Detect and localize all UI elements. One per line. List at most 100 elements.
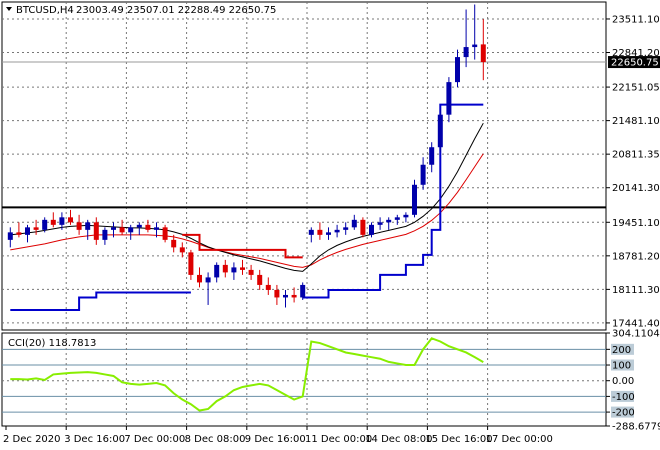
price-tick-label: 20811.35 bbox=[612, 150, 660, 161]
dropdown-triangle-icon[interactable] bbox=[6, 7, 12, 11]
cci-level-box bbox=[611, 359, 634, 371]
indicator-panel[interactable] bbox=[1, 332, 607, 427]
price-panel[interactable] bbox=[1, 1, 607, 331]
candle-body bbox=[377, 222, 383, 225]
cci-level-box bbox=[611, 406, 634, 418]
candle-body bbox=[240, 267, 245, 270]
candle-body bbox=[326, 232, 331, 235]
ohlc-values: 23003.49 23507.01 22288.49 22650.75 bbox=[76, 5, 276, 16]
candle-body bbox=[197, 274, 202, 283]
candle-body bbox=[317, 229, 323, 235]
cci-tick-label: 304.1104 bbox=[612, 329, 660, 340]
cci-axis: 304.1104 200 100 0.00 -100 -200 -288.6779 bbox=[606, 329, 660, 433]
candle-body bbox=[334, 229, 340, 233]
candle-body bbox=[205, 277, 211, 283]
candle-body bbox=[119, 227, 125, 233]
price-tick-label: 20141.30 bbox=[612, 183, 660, 194]
time-tick-label: 8 Dec 08:00 bbox=[185, 434, 246, 445]
candle-body bbox=[369, 224, 374, 235]
time-tick-label: 17 Dec 00:00 bbox=[486, 434, 553, 445]
cci-tick-label: 200 bbox=[612, 345, 631, 356]
candle-body bbox=[429, 147, 435, 165]
candles bbox=[7, 4, 486, 308]
candle-body bbox=[154, 227, 159, 230]
candle-body bbox=[102, 229, 108, 240]
cci-line-group bbox=[10, 337, 484, 412]
resistance-level-line bbox=[182, 233, 303, 259]
cci-tick-label: -100 bbox=[612, 392, 635, 403]
candle-body bbox=[50, 219, 56, 225]
candle-body bbox=[257, 274, 263, 285]
candle-body bbox=[16, 232, 22, 235]
support-level-line bbox=[10, 291, 191, 311]
candle-body bbox=[463, 47, 469, 58]
candle-body bbox=[111, 227, 116, 230]
candle-body bbox=[222, 264, 228, 273]
candle-body bbox=[420, 164, 426, 185]
candle-body bbox=[59, 217, 65, 225]
candle-body bbox=[437, 114, 443, 148]
time-tick-label: 3 Dec 16:00 bbox=[64, 434, 125, 445]
time-axis: 2 Dec 2020 3 Dec 16:00 7 Dec 00:00 8 Dec 08… bbox=[3, 426, 553, 445]
time-tick-label: 15 Dec 16:00 bbox=[425, 434, 492, 445]
cci-line bbox=[10, 337, 484, 412]
price-tick-label: 22841.20 bbox=[612, 48, 660, 59]
candle-body bbox=[403, 214, 409, 218]
candle-body bbox=[231, 267, 237, 273]
price-tick-label: 18111.30 bbox=[612, 285, 660, 296]
candle-body bbox=[42, 219, 48, 230]
candle-body bbox=[85, 222, 91, 230]
candle-body bbox=[274, 289, 280, 298]
candle-body bbox=[394, 217, 400, 220]
ma-red-line bbox=[10, 153, 484, 268]
cci-grid bbox=[2, 348, 606, 413]
support-level-line bbox=[302, 103, 484, 299]
candle-body bbox=[308, 229, 314, 235]
candle-body bbox=[179, 247, 185, 253]
time-tick-label: 9 Dec 16:00 bbox=[245, 434, 306, 445]
price-axis: 23511.10 22841.20 22151.05 21481.10 20811.35… bbox=[606, 14, 660, 329]
candle-body bbox=[162, 227, 168, 240]
cci-tick-label: -288.6779 bbox=[612, 422, 660, 433]
cci-title: CCI(20) 118.7813 bbox=[8, 338, 96, 349]
cci-tick-label: -200 bbox=[612, 408, 635, 419]
candle-body bbox=[93, 222, 99, 240]
candle-body bbox=[68, 217, 73, 223]
candle-body bbox=[145, 224, 151, 230]
candle-body bbox=[33, 227, 39, 230]
candle-body bbox=[360, 219, 366, 235]
candle-body bbox=[446, 82, 452, 115]
price-tick-label: 22151.05 bbox=[612, 83, 660, 94]
current-price-label: 22650.75 bbox=[611, 58, 659, 69]
candle-body bbox=[214, 264, 220, 278]
chart-header: BTCUSD,H4 23003.49 23507.01 22288.49 226… bbox=[6, 5, 276, 16]
price-tick-label: 17441.40 bbox=[612, 318, 660, 329]
price-tick-label: 19451.10 bbox=[612, 218, 660, 229]
candle-body bbox=[480, 44, 486, 63]
price-tick-label: 18781.20 bbox=[612, 251, 660, 262]
symbol-timeframe: BTCUSD,H4 bbox=[16, 5, 74, 16]
price-tick-label: 23511.10 bbox=[612, 14, 660, 25]
candle-body bbox=[351, 219, 357, 228]
candle-body bbox=[283, 294, 288, 298]
candle-body bbox=[291, 294, 297, 298]
candle-body bbox=[386, 219, 392, 223]
cci-level-box bbox=[611, 390, 634, 402]
candle-body bbox=[76, 222, 82, 230]
candle-body bbox=[472, 44, 478, 48]
time-tick-label: 2 Dec 2020 bbox=[3, 434, 61, 445]
time-tick-label: 14 Dec 08:00 bbox=[365, 434, 432, 445]
candle-body bbox=[300, 284, 306, 298]
time-tick-label: 7 Dec 00:00 bbox=[124, 434, 185, 445]
candle-body bbox=[188, 252, 194, 275]
time-grid bbox=[65, 2, 489, 426]
candle-body bbox=[412, 184, 417, 215]
candle-body bbox=[7, 232, 13, 240]
cci-tick-label: 100 bbox=[612, 361, 631, 372]
candle-body bbox=[171, 239, 177, 248]
candle-body bbox=[128, 227, 134, 233]
time-tick-label: 11 Dec 00:00 bbox=[305, 434, 372, 445]
cci-level-box bbox=[611, 343, 634, 355]
